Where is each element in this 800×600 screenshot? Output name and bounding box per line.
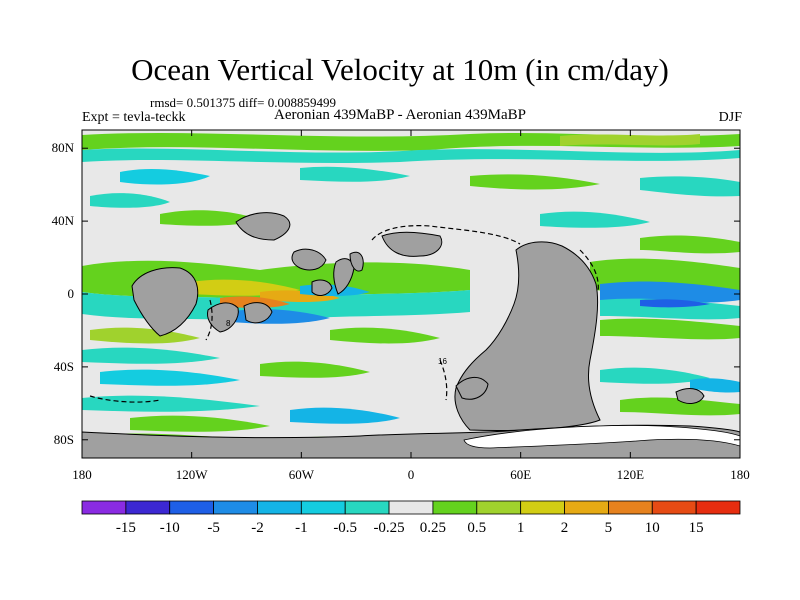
x-axis: 180 120W 60W 0 60E 120E 180 xyxy=(72,130,750,482)
colorbar-tick-label: -10 xyxy=(160,520,180,536)
colorbar-swatch xyxy=(169,500,215,515)
y-tick-label: 0 xyxy=(68,286,75,301)
dashed-contour-west xyxy=(205,299,213,341)
continent-east-1 xyxy=(675,388,705,404)
season-label: DJF xyxy=(718,110,742,125)
colorbar-tick-label: 5 xyxy=(605,520,613,536)
continent-central-1 xyxy=(291,248,327,271)
colorbar-swatch xyxy=(651,500,697,515)
colorbar-swatch xyxy=(388,500,434,515)
colorbar-swatch xyxy=(476,500,522,515)
continent-west-1 xyxy=(131,267,199,337)
colorbar-tick-label: 1 xyxy=(517,520,525,536)
colorbar-swatch xyxy=(432,500,478,515)
colorbar-swatch xyxy=(608,500,653,515)
continent-west-3 xyxy=(243,302,273,324)
colorbar: -15 -10 -5 -2 -1 -0.5 -0.25 0.25 0.5 1 2 5 10 15 xyxy=(81,500,741,536)
colorbar-tick-label: 15 xyxy=(689,520,704,536)
x-tick-label: 180 xyxy=(72,467,92,482)
colorbar-tick-label: 0.25 xyxy=(420,520,446,536)
x-tick-label: 180 xyxy=(730,467,750,482)
chart-title: Ocean Vertical Velocity at 10m (in cm/da… xyxy=(131,52,669,87)
x-tick-label: 60E xyxy=(510,467,531,482)
colorbar-tick-label: 2 xyxy=(561,520,569,536)
colorbar-swatch xyxy=(257,500,302,515)
sea-ice xyxy=(463,425,740,449)
colorbar-swatch xyxy=(125,500,171,515)
contour-label-16: 16 xyxy=(438,357,447,366)
colorbar-tick-label: 0.5 xyxy=(467,520,486,536)
colorbar-tick-label: -2 xyxy=(251,520,264,536)
stats-line: rmsd= 0.501375 diff= 0.008859499 xyxy=(150,95,336,110)
colorbar-tick-label: -5 xyxy=(207,520,220,536)
colorbar-tick-label: 10 xyxy=(645,520,660,536)
y-tick-label: 40N xyxy=(52,213,75,228)
x-tick-label: 0 xyxy=(408,467,415,482)
dashed-contour-southwest xyxy=(89,395,161,403)
dashed-contour-north xyxy=(371,225,521,245)
colorbar-swatch xyxy=(213,500,258,515)
y-tick-label: 80N xyxy=(52,140,75,155)
dashed-contours xyxy=(89,225,599,403)
continent-central-4 xyxy=(349,251,364,272)
colorbar-tick-label: -0.25 xyxy=(373,520,404,536)
colorbar-swatch xyxy=(695,500,741,515)
dashed-contour-south xyxy=(439,359,448,401)
continent-north-2 xyxy=(381,231,443,257)
x-tick-label: 60W xyxy=(289,467,315,482)
colorbar-tick-label: -0.5 xyxy=(333,520,357,536)
continent-central-3 xyxy=(333,258,355,295)
experiment-label: Expt = tevla-teckk xyxy=(82,110,186,125)
y-axis: 80N 40N 0 40S 80S xyxy=(52,140,740,447)
x-tick-label: 120W xyxy=(176,467,209,482)
continent-west-2 xyxy=(207,302,239,333)
colorbar-swatch xyxy=(300,500,346,515)
center-label: Aeronian 439MaBP - Aeronian 439MaBP xyxy=(274,107,526,123)
colorbar-tick-label: -1 xyxy=(295,520,308,536)
dashed-contour-east xyxy=(579,249,599,293)
colorbar-swatch xyxy=(520,500,565,515)
colorbar-swatch xyxy=(344,500,390,515)
y-tick-label: 40S xyxy=(54,359,74,374)
continent-north-1 xyxy=(235,212,291,241)
continent-central-2 xyxy=(311,279,333,296)
continent-south-1 xyxy=(455,377,489,400)
contour-label-8: 8 xyxy=(226,319,231,328)
y-tick-label: 80S xyxy=(54,432,74,447)
colorbar-swatch xyxy=(564,500,609,515)
colorbar-tick-label: -15 xyxy=(116,520,136,536)
colorbar-swatch xyxy=(81,500,127,515)
x-tick-label: 120E xyxy=(617,467,645,482)
